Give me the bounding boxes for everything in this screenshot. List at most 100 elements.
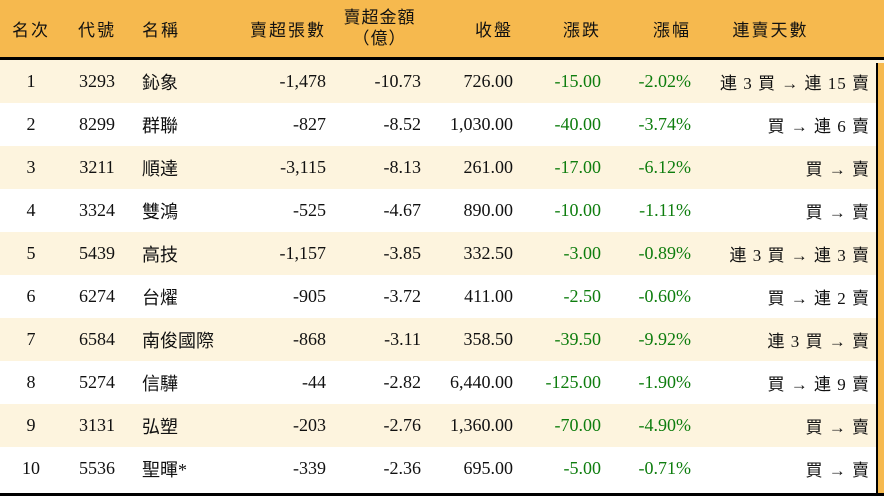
cell-change-pct: -4.90% — [638, 415, 692, 435]
cell-rank: 7 — [26, 329, 36, 349]
cell-sell-amount: -3.11 — [384, 329, 421, 349]
cell-sell-streak: 買 → 連 6 賣 — [767, 117, 870, 136]
cell-change-pct: -1.90% — [638, 372, 692, 392]
cell-change-pct: -1.11% — [639, 200, 691, 220]
cell-name: 弘塑 — [142, 416, 178, 437]
cell-sell-streak: 買 → 連 2 賣 — [767, 289, 870, 308]
cell-change-pct: -0.60% — [638, 286, 692, 306]
table-row: 9 3131 弘塑 -203 -2.76 1,360.00 -70.00 -4.90% 買 → … — [0, 404, 884, 447]
cell-name: 群聯 — [142, 115, 178, 136]
cell-sell-volume: -868 — [293, 329, 326, 349]
cell-name: 信驊 — [142, 373, 178, 394]
cell-name: 南俊國際 — [142, 330, 214, 351]
cell-rank: 2 — [26, 114, 36, 134]
cell-rank: 3 — [26, 157, 36, 177]
cell-sell-amount: -3.85 — [383, 243, 422, 263]
cell-code: 8299 — [79, 114, 115, 134]
cell-change: -39.50 — [554, 329, 602, 349]
bottom-border-line — [0, 493, 884, 496]
cell-close: 358.50 — [463, 329, 514, 349]
cell-sell-amount: -2.82 — [383, 372, 422, 392]
cell-sell-volume: -203 — [293, 415, 326, 435]
cell-change: -15.00 — [554, 71, 602, 91]
cell-name: 雙鴻 — [142, 201, 178, 222]
cell-code: 5439 — [79, 243, 115, 263]
col-header-close: 收盤 — [475, 21, 513, 40]
cell-sell-amount: -10.73 — [374, 71, 422, 91]
cell-sell-streak: 買 → 連 9 賣 — [767, 375, 870, 394]
col-header-code: 代號 — [78, 21, 116, 40]
col-header-change-pct: 漲幅 — [653, 21, 691, 40]
table-row: 2 8299 群聯 -827 -8.52 1,030.00 -40.00 -3.74% 買 → … — [0, 103, 884, 146]
cell-code: 3211 — [79, 157, 115, 177]
cell-change: -17.00 — [554, 157, 602, 177]
table-body: 1 3293 鈊象 -1,478 -10.73 726.00 -15.00 -2.02% 連 3… — [0, 60, 884, 490]
cell-sell-streak: 連 3 買 → 連 15 賣 — [720, 74, 870, 93]
cell-sell-volume: -1,157 — [279, 243, 327, 263]
cell-rank: 4 — [26, 200, 36, 220]
table-row: 10 5536 聖暉* -339 -2.36 695.00 -5.00 -0.71% 買 → 賣 — [0, 447, 884, 490]
table-row: 5 5439 高技 -1,157 -3.85 332.50 -3.00 -0.89% 連 3 買… — [0, 232, 884, 275]
col-header-sell-volume: 賣超張數 — [250, 21, 326, 40]
cell-close: 411.00 — [464, 286, 513, 306]
cell-change: -125.00 — [545, 372, 602, 392]
table-row: 8 5274 信驊 -44 -2.82 6,440.00 -125.00 -1.90% 買 → … — [0, 361, 884, 404]
cell-code: 3131 — [79, 415, 115, 435]
table-row: 7 6584 南俊國際 -868 -3.11 358.50 -39.50 -9.92% 連 3 … — [0, 318, 884, 361]
table-row: 6 6274 台燿 -905 -3.72 411.00 -2.50 -0.60% 買 → 連 2… — [0, 275, 884, 318]
table-row: 1 3293 鈊象 -1,478 -10.73 726.00 -15.00 -2.02% 連 3… — [0, 60, 884, 103]
cell-change: -40.00 — [554, 114, 602, 134]
table-header: 名次 代號 名稱 賣超張數 賣超金額 （億） 收盤 漲跌 漲幅 連賣天數 — [0, 0, 884, 60]
right-accent-strip — [878, 63, 884, 493]
cell-code: 6274 — [79, 286, 115, 306]
cell-sell-volume: -905 — [293, 286, 326, 306]
cell-rank: 9 — [26, 415, 36, 435]
cell-sell-volume: -1,478 — [279, 71, 327, 91]
cell-name: 台燿 — [142, 287, 178, 308]
cell-sell-amount: -8.52 — [383, 114, 422, 134]
cell-sell-streak: 買 → 賣 — [805, 418, 870, 437]
cell-close: 890.00 — [463, 200, 514, 220]
cell-rank: 8 — [26, 372, 36, 392]
cell-change-pct: -3.74% — [638, 114, 692, 134]
cell-close: 695.00 — [463, 458, 514, 478]
cell-close: 261.00 — [463, 157, 514, 177]
cell-name: 聖暉* — [142, 459, 187, 480]
cell-sell-streak: 買 → 賣 — [805, 461, 870, 480]
cell-change: -3.00 — [563, 243, 602, 263]
col-header-name: 名稱 — [142, 21, 180, 40]
cell-change: -5.00 — [563, 458, 602, 478]
col-header-sell-amount: 賣超金額 （億） — [332, 8, 427, 49]
cell-sell-amount: -2.36 — [383, 458, 422, 478]
cell-rank: 5 — [26, 243, 36, 263]
cell-change-pct: -0.71% — [638, 458, 692, 478]
cell-change: -70.00 — [554, 415, 602, 435]
col-header-sell-amount-line1: 賣超金額 — [343, 8, 416, 28]
cell-code: 6584 — [79, 329, 115, 349]
cell-name: 高技 — [142, 244, 178, 265]
cell-rank: 6 — [26, 286, 36, 306]
cell-sell-volume: -525 — [293, 200, 326, 220]
right-divider-line — [876, 63, 878, 493]
table-row: 3 3211 順達 -3,115 -8.13 261.00 -17.00 -6.12% 買 → … — [0, 146, 884, 189]
cell-change-pct: -2.02% — [638, 71, 692, 91]
cell-code: 3293 — [79, 71, 115, 91]
cell-sell-streak: 買 → 賣 — [805, 160, 870, 179]
cell-change: -10.00 — [554, 200, 602, 220]
cell-sell-volume: -3,115 — [280, 157, 326, 177]
cell-sell-amount: -8.13 — [383, 157, 422, 177]
cell-close: 1,360.00 — [450, 415, 513, 435]
cell-close: 332.50 — [463, 243, 514, 263]
cell-close: 6,440.00 — [450, 372, 513, 392]
col-header-rank: 名次 — [12, 21, 50, 40]
cell-rank: 10 — [22, 458, 40, 478]
cell-sell-streak: 買 → 賣 — [805, 203, 870, 222]
cell-name: 順達 — [142, 158, 178, 179]
cell-close: 726.00 — [463, 71, 514, 91]
table-row: 4 3324 雙鴻 -525 -4.67 890.00 -10.00 -1.11% 買 → 賣 — [0, 189, 884, 232]
cell-change-pct: -0.89% — [638, 243, 692, 263]
col-header-sell-amount-line2: （億） — [352, 28, 407, 48]
cell-sell-volume: -827 — [293, 114, 326, 134]
cell-code: 5536 — [79, 458, 115, 478]
